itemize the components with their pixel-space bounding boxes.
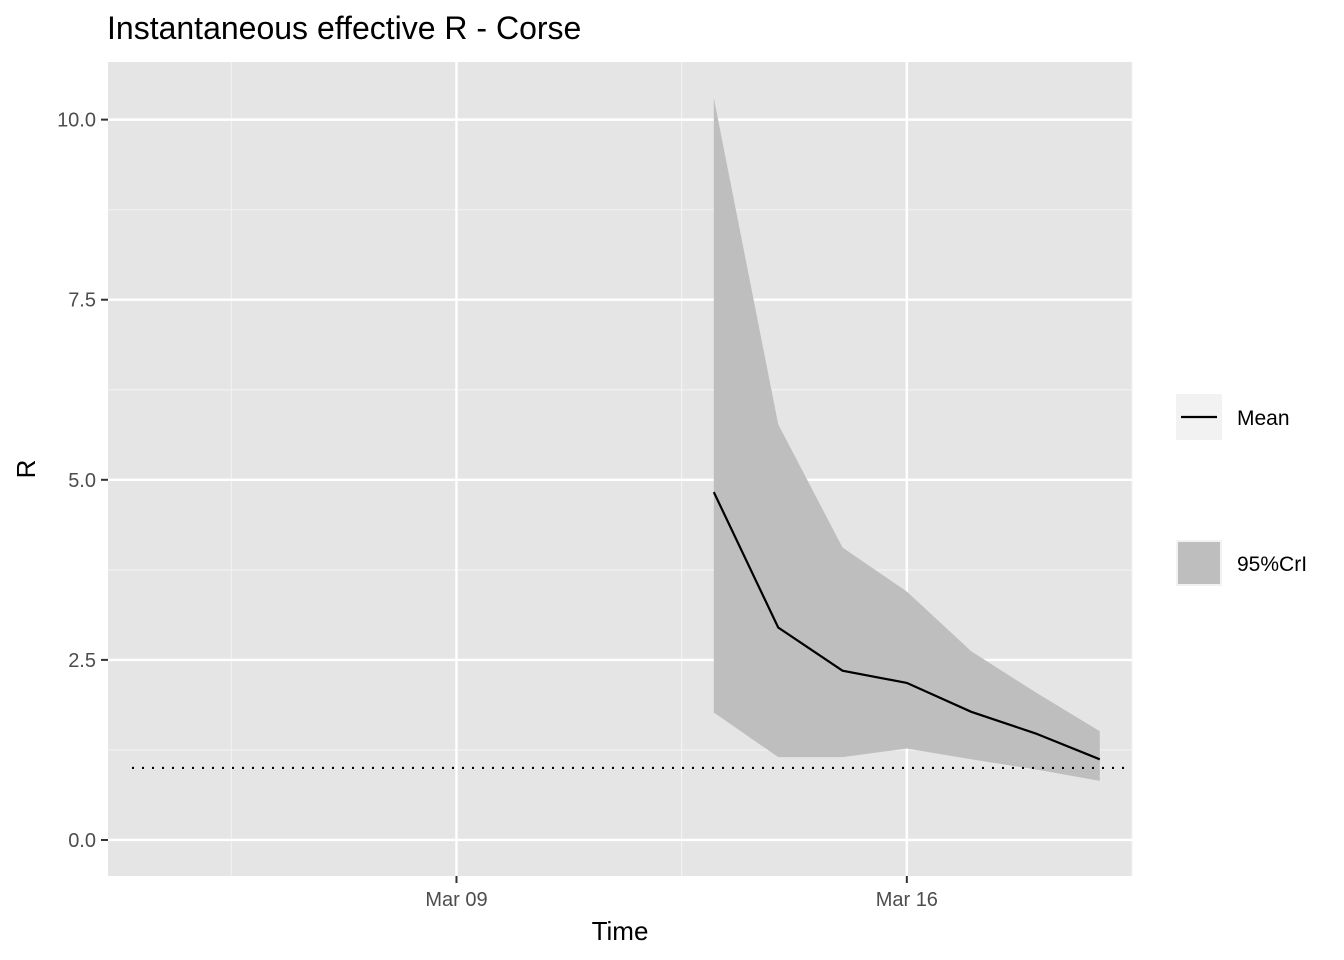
legend-label-cri: 95%CrI bbox=[1237, 553, 1307, 576]
y-tick-label: 10.0 bbox=[57, 110, 96, 132]
y-axis-title: R bbox=[11, 460, 41, 479]
x-axis: Mar 09 Mar 16 bbox=[425, 876, 938, 911]
legend-cri-swatch-icon bbox=[1178, 542, 1220, 584]
credible-interval-band bbox=[713, 98, 1100, 781]
y-tick-label: 7.5 bbox=[68, 290, 96, 312]
legend: Mean 95%CrI bbox=[1176, 394, 1307, 586]
legend-label-mean: Mean bbox=[1237, 407, 1290, 430]
y-tick-label: 5.0 bbox=[68, 470, 96, 492]
x-tick-label: Mar 16 bbox=[876, 889, 938, 911]
y-axis: 0.0 2.5 5.0 7.5 10.0 bbox=[57, 110, 108, 852]
x-tick-label: Mar 09 bbox=[425, 889, 487, 911]
y-tick-label: 0.0 bbox=[68, 830, 96, 852]
y-tick-label: 2.5 bbox=[68, 650, 96, 672]
x-axis-title: Time bbox=[592, 916, 649, 946]
minor-gridlines-x bbox=[230, 62, 1133, 876]
mean-line bbox=[712, 491, 1101, 761]
chart-title: Instantaneous effective R - Corse bbox=[107, 10, 581, 46]
